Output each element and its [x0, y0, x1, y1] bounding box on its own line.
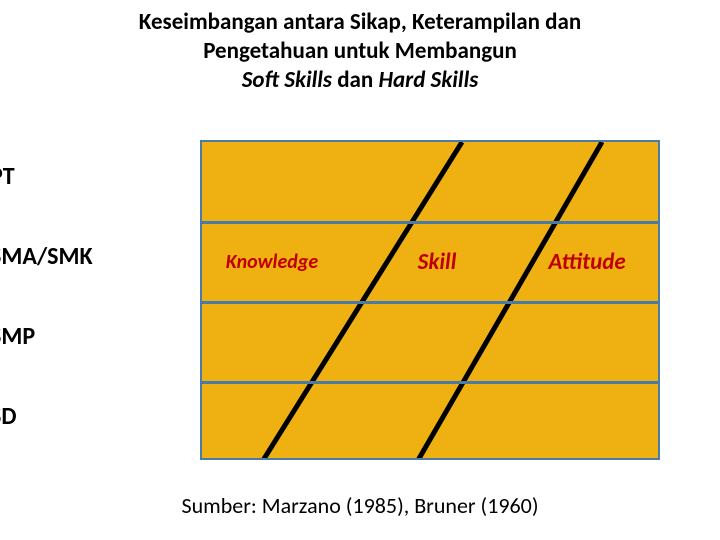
- title-line-1: Keseimbangan antara Sikap, Keterampilan …: [0, 8, 720, 37]
- title-line-2: Pengetahuan untuk Membangun: [0, 37, 720, 66]
- hline-0: [202, 221, 658, 224]
- title-mid: dan: [332, 66, 378, 94]
- title-line-3: Soft Skills dan Hard Skills: [0, 66, 720, 95]
- row-label-sma-smk: SMA/SMK: [0, 242, 190, 271]
- region-label-attitude: Attitude: [548, 248, 625, 276]
- diagram: KnowledgeSkillAttitude PTSMA/SMKSMPSD: [100, 140, 660, 460]
- hline-1: [202, 301, 658, 304]
- chart-box: Knowledge Skill Attitude: [200, 140, 660, 460]
- row-label-pt: PT: [0, 162, 190, 191]
- title-hardskills: Hard Skills: [378, 66, 478, 94]
- row-label-sd: SD: [0, 402, 190, 431]
- region-label-skill: Skill: [418, 248, 457, 276]
- page-title: Keseimbangan antara Sikap, Keterampilan …: [0, 0, 720, 94]
- hline-2: [202, 381, 658, 384]
- row-label-smp: SMP: [0, 322, 190, 351]
- title-softskills: Soft Skills: [242, 66, 332, 94]
- source-citation: Sumber: Marzano (1985), Bruner (1960): [0, 492, 720, 519]
- region-label-knowledge: Knowledge: [226, 250, 318, 274]
